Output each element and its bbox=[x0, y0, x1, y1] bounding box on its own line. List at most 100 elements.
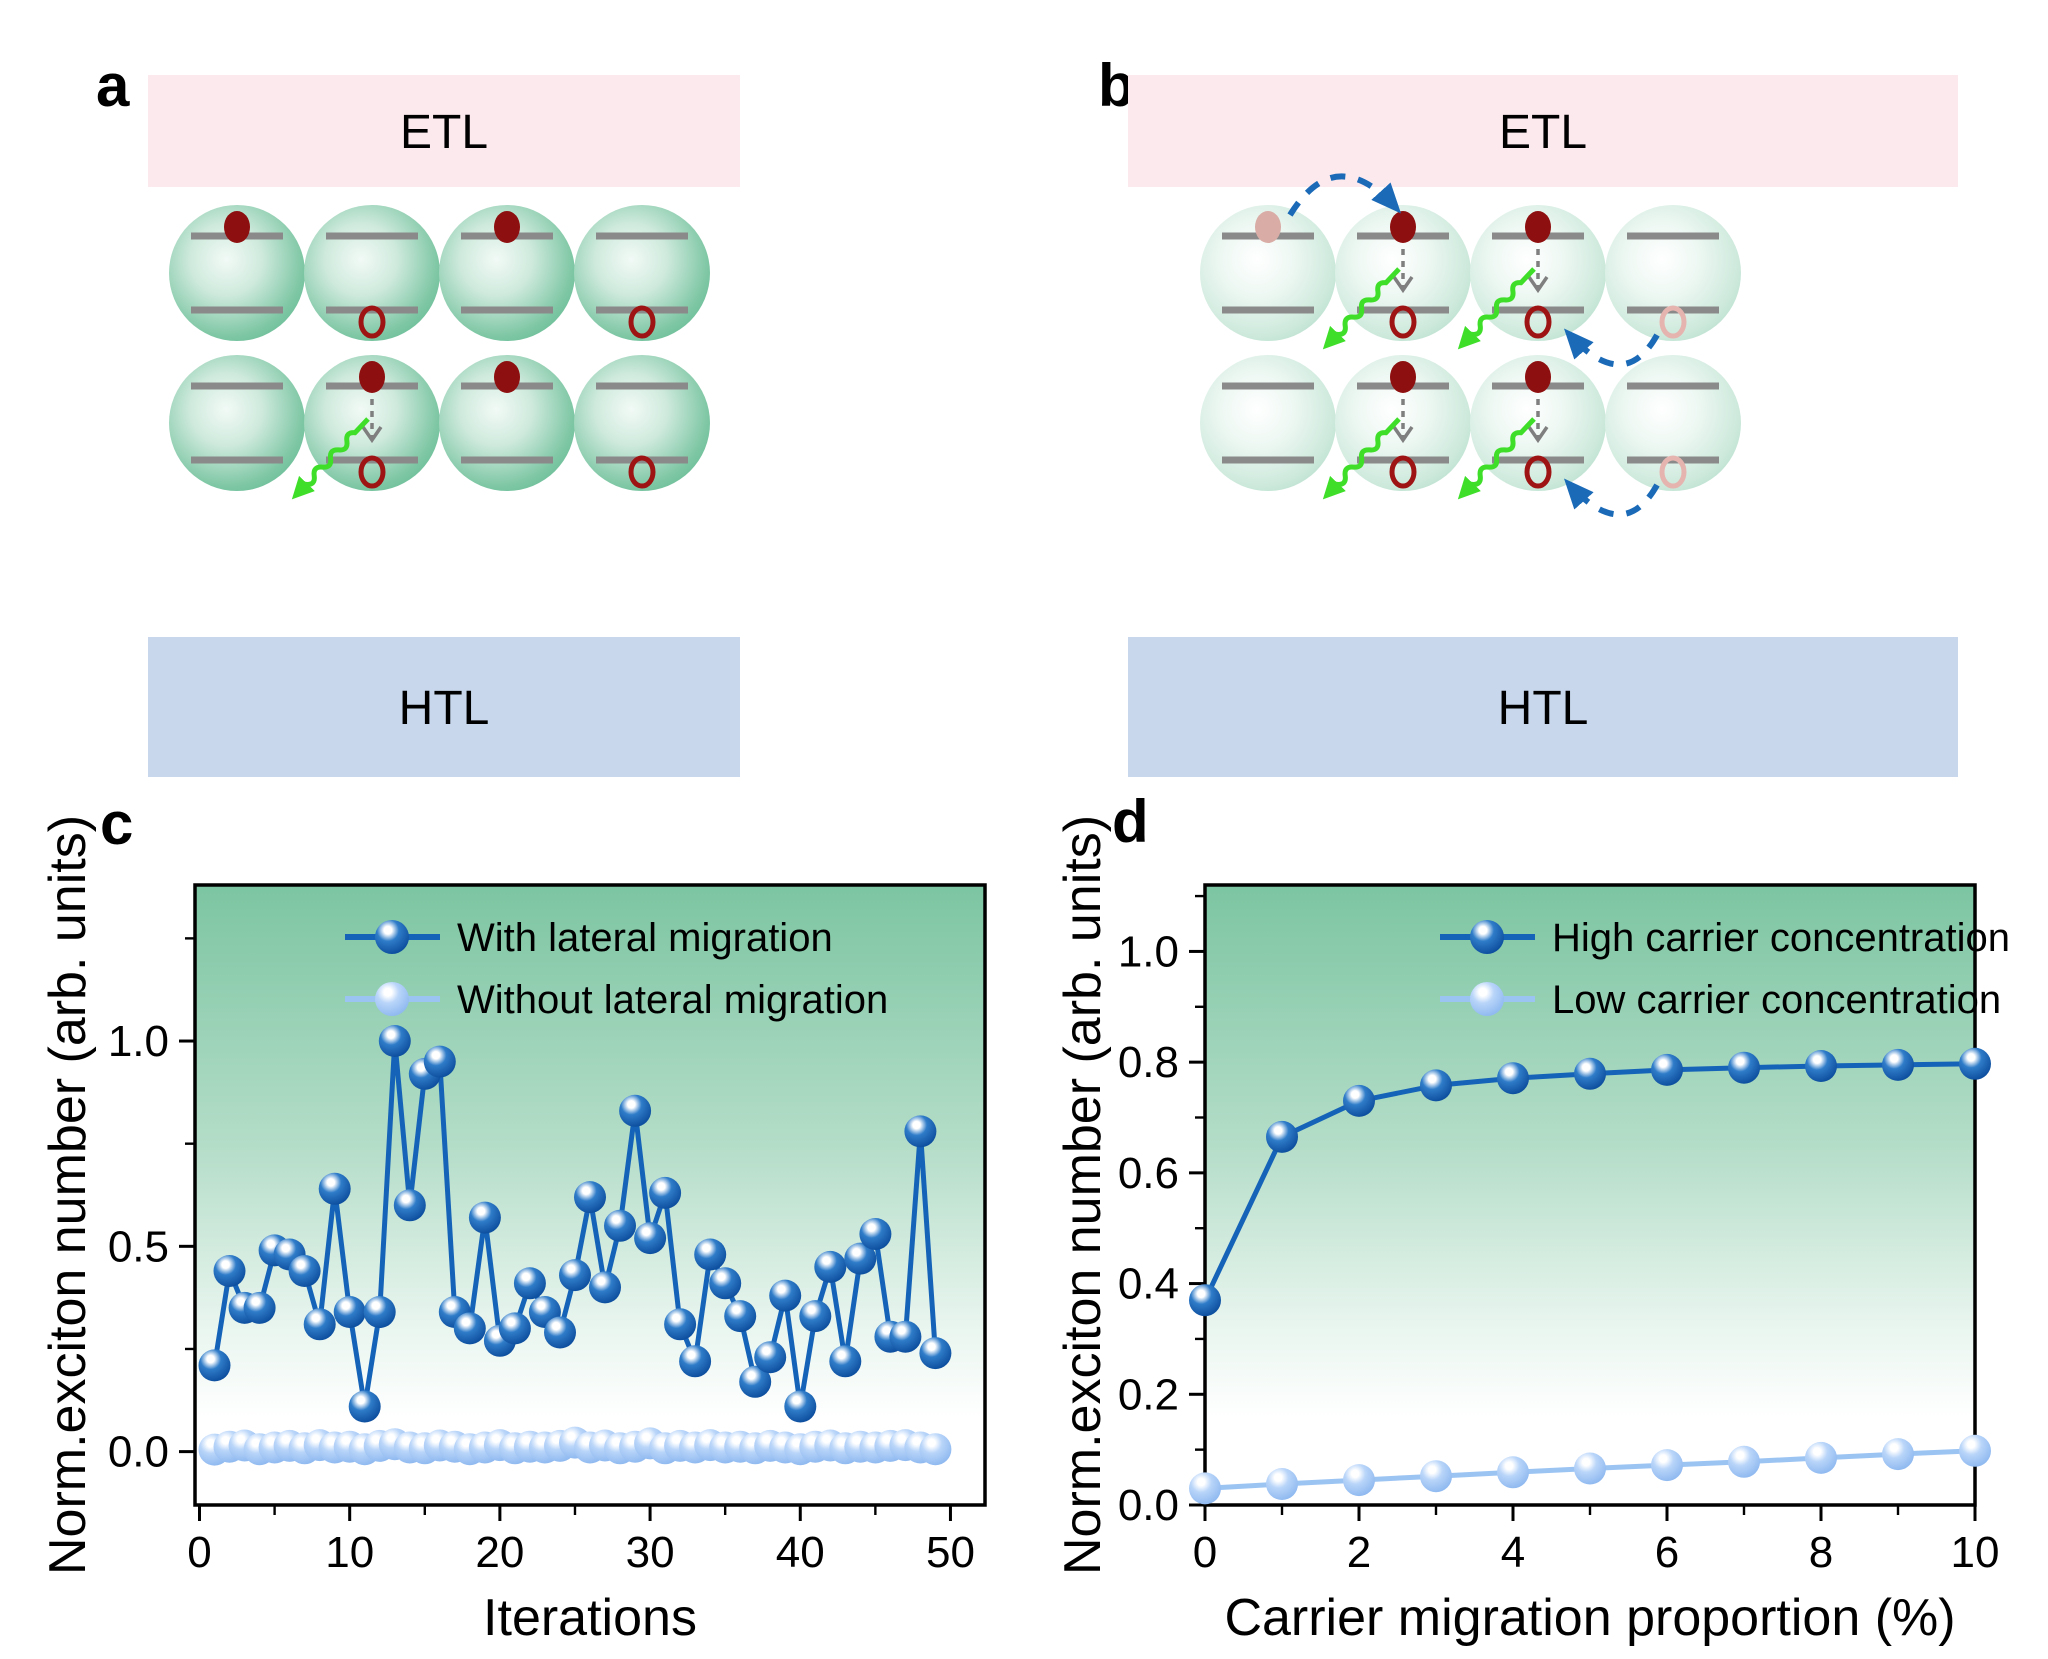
data-point bbox=[498, 1312, 531, 1345]
data-point bbox=[559, 1259, 591, 1292]
data-point bbox=[754, 1341, 787, 1374]
data-point bbox=[919, 1433, 952, 1466]
data-point bbox=[1651, 1053, 1683, 1086]
electron-dot bbox=[1525, 361, 1551, 393]
data-point bbox=[423, 1045, 456, 1078]
y-tick-label: 1.0 bbox=[1118, 927, 1179, 976]
data-point bbox=[1882, 1048, 1914, 1081]
quantum-dot bbox=[439, 205, 575, 341]
hole-ring bbox=[1389, 305, 1417, 339]
legend-item: Without lateral migration bbox=[345, 978, 888, 1022]
series-without-lateral-migration bbox=[198, 1426, 952, 1466]
data-point bbox=[574, 1181, 606, 1214]
hole-ring bbox=[1389, 455, 1417, 489]
hole-migration-arrow bbox=[1563, 478, 1660, 518]
data-point bbox=[1420, 1069, 1452, 1102]
etl-layer bbox=[1128, 75, 1958, 187]
hole-ring bbox=[628, 305, 656, 339]
axis-ticks: 0 10 20 30 40 50 0.0 0.5 1.0 bbox=[108, 937, 975, 1577]
y-tick-label: 0.5 bbox=[108, 1222, 169, 1271]
data-point bbox=[709, 1267, 742, 1300]
x-tick-label: 40 bbox=[776, 1528, 825, 1577]
quantum-dot bbox=[304, 205, 440, 341]
x-tick-label: 2 bbox=[1347, 1528, 1371, 1577]
quantum-dot bbox=[1200, 355, 1336, 491]
y-tick-label: 0.6 bbox=[1118, 1149, 1179, 1198]
data-point bbox=[844, 1242, 877, 1275]
data-point bbox=[378, 1025, 411, 1057]
x-tick-label: 10 bbox=[1951, 1528, 2000, 1577]
x-tick-label: 10 bbox=[325, 1528, 374, 1577]
series-low-carrier-concentration bbox=[1189, 1434, 1991, 1505]
panel-label-a: a bbox=[96, 52, 130, 119]
data-point bbox=[1343, 1084, 1375, 1117]
quantum-dot bbox=[1605, 205, 1741, 341]
data-point bbox=[634, 1222, 667, 1255]
data-point bbox=[889, 1320, 922, 1353]
data-point bbox=[1574, 1057, 1606, 1090]
y-tick-label: 0.8 bbox=[1118, 1038, 1179, 1087]
data-point bbox=[303, 1308, 336, 1341]
x-tick-label: 20 bbox=[475, 1528, 524, 1577]
data-point bbox=[814, 1250, 847, 1283]
hole-ring bbox=[628, 455, 656, 489]
y-axis-label: Norm.exciton number (arb. units) bbox=[1054, 815, 1112, 1575]
electron-dot bbox=[494, 361, 520, 393]
x-tick-label: 0 bbox=[1193, 1528, 1217, 1577]
etl-label: ETL bbox=[1499, 106, 1587, 159]
series-high-carrier-concentration bbox=[1189, 1047, 1991, 1317]
photon-emission-arrow bbox=[1322, 267, 1401, 350]
quantum-dot bbox=[574, 205, 710, 341]
legend-item: High carrier concentration bbox=[1440, 916, 2010, 960]
data-point bbox=[604, 1209, 636, 1242]
y-tick-label: 1.0 bbox=[108, 1017, 169, 1066]
data-point bbox=[333, 1296, 366, 1328]
data-point bbox=[1189, 1284, 1221, 1317]
hole-ring bbox=[358, 305, 386, 339]
htl-layer bbox=[148, 637, 740, 777]
htl-label: HTL bbox=[1498, 682, 1589, 735]
quantum-dot bbox=[169, 355, 305, 491]
data-point bbox=[904, 1115, 937, 1148]
hole-ring bbox=[358, 455, 386, 489]
data-point bbox=[1497, 1456, 1529, 1489]
legend-label: Without lateral migration bbox=[457, 978, 888, 1022]
data-point bbox=[363, 1296, 396, 1328]
panel-label-d: d bbox=[1112, 788, 1149, 855]
plot-border bbox=[1203, 883, 1977, 1507]
legend-item: With lateral migration bbox=[345, 916, 833, 960]
data-point bbox=[724, 1300, 757, 1333]
electron-dot bbox=[1525, 211, 1551, 243]
data-point bbox=[348, 1390, 381, 1423]
data-point bbox=[1266, 1120, 1298, 1153]
electron-dot bbox=[1390, 211, 1416, 243]
data-point bbox=[1189, 1472, 1221, 1505]
legend-label: Low carrier concentration bbox=[1552, 978, 2001, 1022]
etl-layer bbox=[148, 75, 740, 187]
data-point bbox=[1882, 1438, 1914, 1471]
x-tick-label: 8 bbox=[1809, 1528, 1833, 1577]
hole-migration-arrow bbox=[1563, 328, 1660, 368]
x-axis-label: Carrier migration proportion (%) bbox=[1224, 1589, 1955, 1647]
data-point bbox=[1420, 1460, 1452, 1493]
quantum-dot bbox=[1322, 205, 1471, 350]
data-point bbox=[1959, 1434, 1991, 1467]
x-tick-label: 0 bbox=[187, 1528, 211, 1577]
photon-emission-arrow bbox=[1457, 417, 1536, 500]
x-tick-label: 4 bbox=[1501, 1528, 1525, 1577]
electron-dot bbox=[494, 211, 520, 243]
x-tick-label: 50 bbox=[926, 1528, 975, 1577]
data-point bbox=[1651, 1449, 1683, 1482]
data-point bbox=[1805, 1050, 1837, 1082]
data-point bbox=[1343, 1464, 1375, 1497]
x-tick-label: 6 bbox=[1655, 1528, 1679, 1577]
diagram-no-migration: ETL HTL bbox=[148, 75, 740, 777]
electron-dot bbox=[359, 361, 385, 393]
electron-dot bbox=[224, 211, 250, 243]
photon-emission-arrow bbox=[1322, 417, 1401, 500]
hole-ring bbox=[1659, 455, 1687, 489]
htl-layer bbox=[1128, 637, 1958, 777]
data-point bbox=[453, 1312, 486, 1345]
data-point bbox=[649, 1176, 682, 1209]
